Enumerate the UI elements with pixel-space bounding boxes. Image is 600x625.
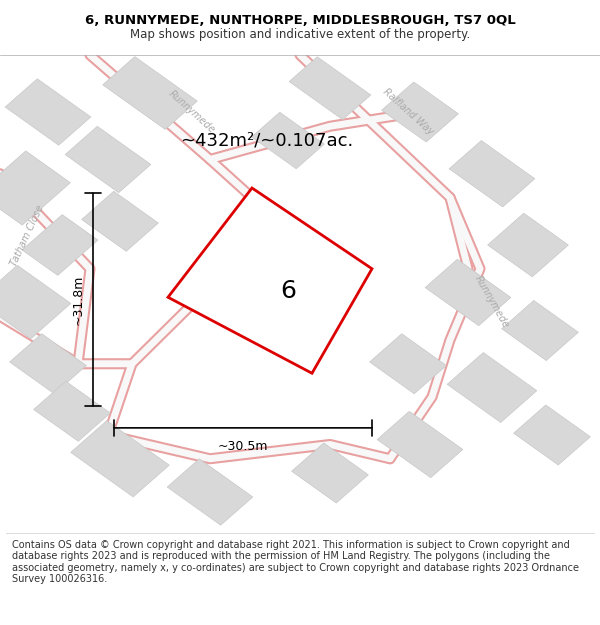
- Text: Contains OS data © Crown copyright and database right 2021. This information is : Contains OS data © Crown copyright and d…: [12, 539, 579, 584]
- Polygon shape: [82, 191, 158, 251]
- Polygon shape: [425, 259, 511, 326]
- Polygon shape: [449, 141, 535, 207]
- Text: Map shows position and indicative extent of the property.: Map shows position and indicative extent…: [130, 28, 470, 41]
- Polygon shape: [34, 381, 110, 441]
- Polygon shape: [103, 57, 197, 129]
- Polygon shape: [289, 57, 371, 119]
- Polygon shape: [447, 352, 537, 422]
- Polygon shape: [71, 421, 169, 497]
- Text: 6: 6: [280, 279, 296, 303]
- Text: ~30.5m: ~30.5m: [218, 441, 268, 453]
- Text: ~432m²/~0.107ac.: ~432m²/~0.107ac.: [180, 131, 353, 149]
- Polygon shape: [382, 82, 458, 142]
- Polygon shape: [292, 443, 368, 503]
- Polygon shape: [167, 459, 253, 525]
- Polygon shape: [514, 405, 590, 465]
- Polygon shape: [377, 411, 463, 478]
- Text: Runnymede: Runnymede: [473, 274, 511, 330]
- Polygon shape: [502, 301, 578, 361]
- Polygon shape: [0, 265, 71, 339]
- Polygon shape: [10, 334, 86, 394]
- Polygon shape: [0, 151, 70, 225]
- Text: Tatham Close: Tatham Close: [8, 203, 46, 268]
- Polygon shape: [370, 334, 446, 394]
- Text: Runnymede: Runnymede: [167, 89, 217, 136]
- Polygon shape: [5, 79, 91, 145]
- Polygon shape: [22, 214, 98, 276]
- Polygon shape: [488, 213, 568, 277]
- Text: 6, RUNNYMEDE, NUNTHORPE, MIDDLESBROUGH, TS7 0QL: 6, RUNNYMEDE, NUNTHORPE, MIDDLESBROUGH, …: [85, 14, 515, 27]
- Text: Ralfland Way: Ralfland Way: [381, 87, 435, 137]
- Polygon shape: [168, 188, 372, 373]
- Text: ~31.8m: ~31.8m: [71, 274, 85, 325]
- Polygon shape: [251, 112, 325, 169]
- Polygon shape: [65, 126, 151, 192]
